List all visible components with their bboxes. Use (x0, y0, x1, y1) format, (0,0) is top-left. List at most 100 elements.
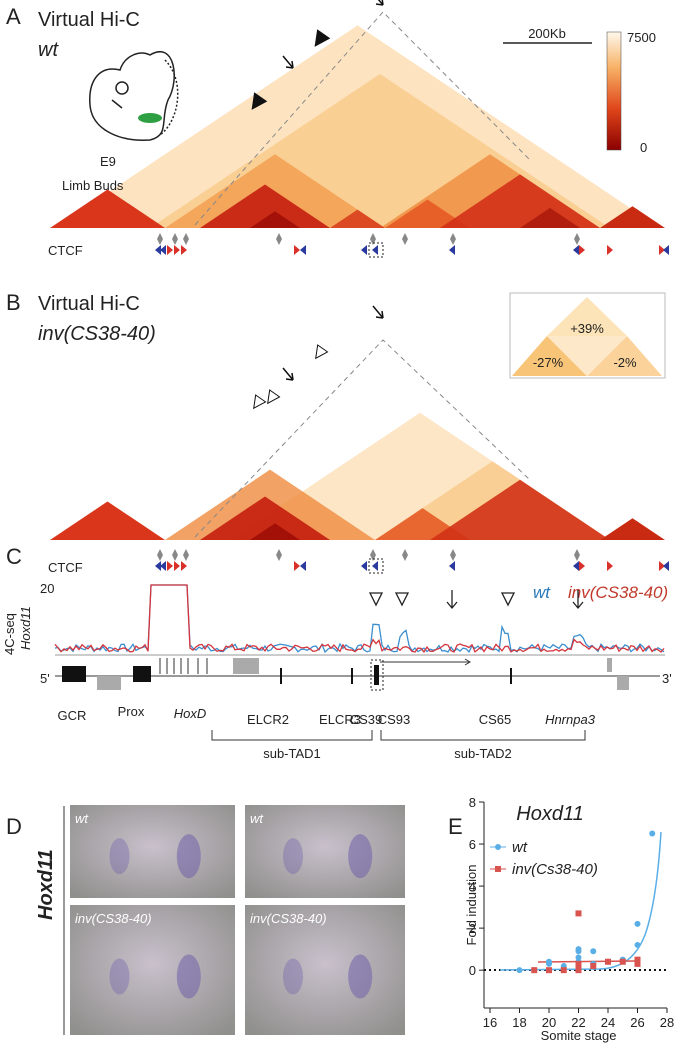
point (619, 958, 626, 965)
point (634, 941, 641, 948)
tad (385, 199, 470, 228)
track-label: 4C-seq (2, 613, 17, 655)
heatmap-a (50, 0, 665, 229)
colorbar-max: 7500 (627, 30, 656, 45)
ctcf-site (573, 561, 579, 571)
stain (348, 834, 373, 879)
panel-label: E (448, 814, 463, 839)
ctcf-site (579, 245, 585, 255)
ctcf-peak (402, 549, 408, 561)
x-axis-label: Somite stage (541, 1028, 617, 1043)
gene-label: Hoxd11 (35, 849, 57, 920)
stain (109, 958, 130, 995)
inset-left: -27% (533, 355, 564, 370)
tad (250, 523, 300, 540)
gene-label: CS93 (378, 712, 411, 727)
embryo-sketch (89, 51, 179, 141)
tad (200, 184, 330, 228)
ctcf-site (160, 561, 166, 571)
embryo-image (70, 905, 235, 1035)
point (590, 948, 597, 955)
ctcf-peak (450, 233, 456, 245)
ctcf-site (174, 561, 180, 571)
point (634, 956, 641, 963)
x-tick-label: 24 (601, 1015, 615, 1030)
stain (283, 958, 303, 995)
ctcf-site (579, 561, 585, 571)
ctcf-site (167, 245, 173, 255)
inset-top: +39% (570, 321, 604, 336)
ctcf-peak (157, 233, 163, 245)
embryo-image (245, 905, 405, 1035)
ctcf-site (607, 561, 613, 571)
tracks (54, 584, 665, 654)
ctcf-peak (172, 233, 178, 245)
tad (600, 518, 665, 540)
x-tick-label: 22 (571, 1015, 585, 1030)
tad (330, 209, 385, 228)
ctcf-peak (172, 549, 178, 561)
guide (194, 339, 531, 538)
heatmap-b (50, 305, 665, 540)
ctcf-site (155, 245, 161, 255)
panel-label: A (6, 4, 21, 29)
gene-label: GCR (58, 708, 87, 723)
guide (194, 11, 531, 226)
ctcf-site (294, 561, 300, 571)
image-label: wt (250, 811, 264, 826)
colorbar (606, 31, 622, 151)
ctcf-site (181, 561, 187, 571)
domain-label: sub-TAD1 (263, 746, 321, 761)
gene-label: CS39 (350, 712, 383, 727)
arrow (375, 0, 384, 6)
arrow (282, 367, 294, 381)
inset (509, 292, 666, 379)
ctcf-site (372, 245, 378, 255)
point (575, 954, 582, 961)
point (531, 967, 538, 974)
point (560, 967, 567, 974)
panel-label: C (6, 544, 22, 569)
embryo-image (70, 805, 235, 898)
legend-wt: wt (533, 583, 551, 602)
tad (250, 211, 300, 228)
fit-curve (499, 831, 662, 971)
stain (348, 954, 373, 999)
point (575, 910, 582, 917)
ctcf-peak (183, 233, 189, 245)
image-label: wt (75, 811, 89, 826)
point (575, 946, 582, 953)
ctcf-site (361, 561, 367, 571)
point (575, 960, 582, 967)
ctcf-label: CTCF (48, 243, 83, 258)
highlight (368, 558, 384, 574)
arrow (282, 55, 294, 69)
panel-title: Virtual Hi-C (38, 9, 140, 31)
gene-label: ELCR2 (247, 712, 289, 727)
y-axis-label: Fold induction (464, 865, 479, 946)
chart-title: Hoxd11 (516, 803, 583, 825)
inset-right: -2% (613, 355, 637, 370)
ctcf-site (449, 245, 455, 255)
marker (315, 344, 329, 360)
point (634, 920, 641, 927)
marker (314, 29, 331, 47)
ctcf-site (659, 561, 665, 571)
ctcf-site (361, 245, 367, 255)
ctcf-site (294, 245, 300, 255)
legend-label: wt (512, 839, 528, 856)
image-label: inv(CS38-40) (250, 911, 327, 926)
track-markers (368, 590, 584, 610)
ctcf-site (300, 561, 306, 571)
ctcf-peak (450, 549, 456, 561)
ctcf-peak (276, 549, 282, 561)
panel-label: B (6, 290, 21, 315)
stain (283, 838, 303, 875)
gene-label: Prox (118, 704, 145, 719)
ctcf-site (155, 561, 161, 571)
marker (267, 389, 281, 405)
ctcf-site (174, 245, 180, 255)
tad (600, 206, 665, 228)
highlight (368, 242, 384, 258)
